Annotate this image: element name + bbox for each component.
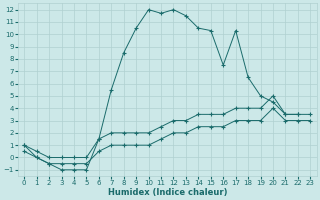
X-axis label: Humidex (Indice chaleur): Humidex (Indice chaleur) — [108, 188, 227, 197]
